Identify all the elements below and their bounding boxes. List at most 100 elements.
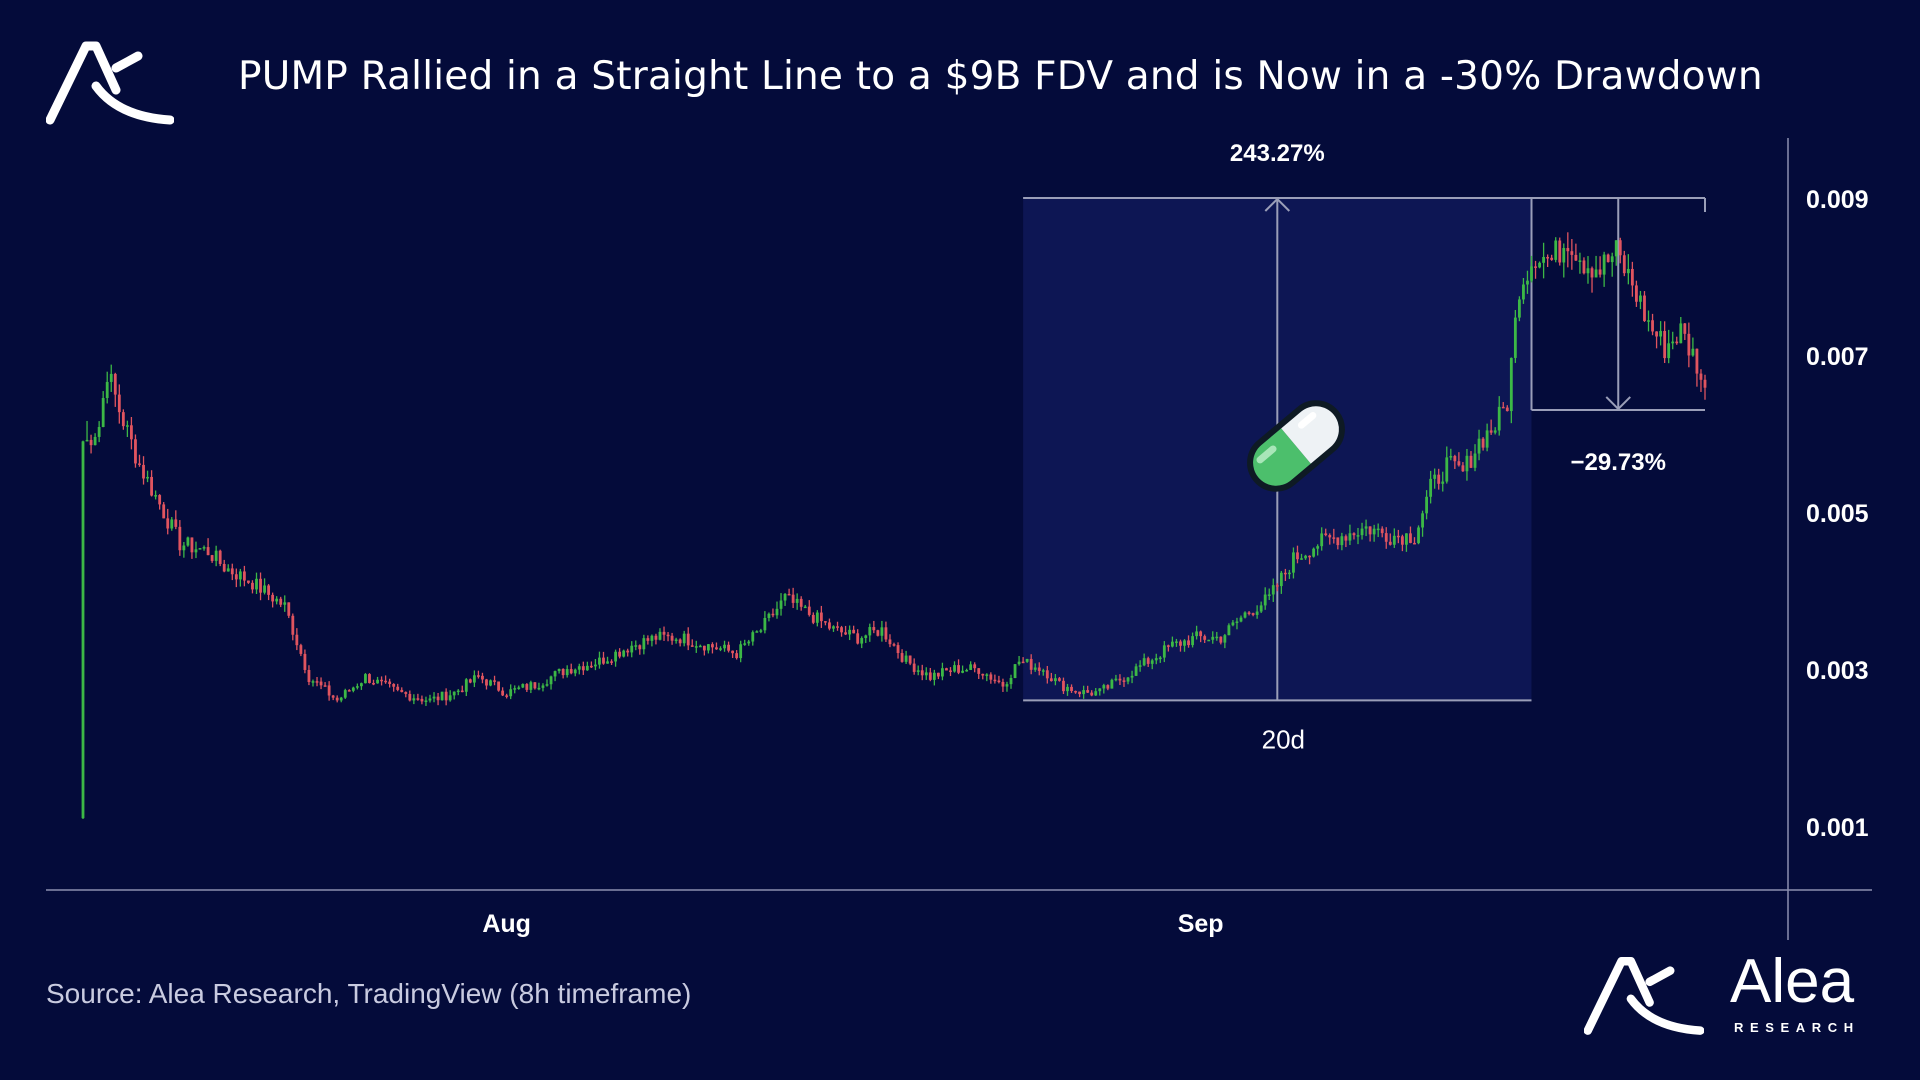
candle-body [327, 685, 331, 696]
candle-body [517, 687, 521, 689]
candle-body [1179, 641, 1182, 646]
candle-body [715, 647, 718, 650]
candle-body [989, 674, 993, 680]
candle-body [267, 585, 271, 595]
candle-body [1493, 430, 1497, 433]
candle-body [444, 691, 448, 701]
candle-body [969, 664, 973, 670]
brand-subtitle: RESEARCH [1734, 1020, 1860, 1035]
candle-body [1243, 612, 1247, 618]
candle-body [807, 606, 811, 615]
candle-body [501, 690, 505, 696]
candle-body [739, 644, 743, 659]
candle-body [485, 679, 488, 686]
candle-body [1546, 256, 1550, 259]
candle-body [690, 645, 694, 647]
candle-body [598, 657, 601, 665]
candle-body [711, 644, 714, 648]
candle-body [242, 571, 246, 581]
candle-body [432, 696, 436, 699]
candle-body [1663, 330, 1667, 359]
candle-body [775, 608, 779, 616]
candle-body [529, 682, 533, 690]
candle-body [448, 695, 452, 701]
candle-body [949, 670, 952, 672]
candle-body [585, 665, 589, 671]
candle-body [1166, 645, 1170, 647]
candle-body [666, 634, 670, 637]
candle-body [1481, 438, 1485, 448]
candle-body [836, 626, 839, 628]
candle-body [787, 593, 791, 596]
brand-name: Alea [1730, 947, 1855, 1016]
candle-body [686, 633, 690, 646]
candle-body [1699, 373, 1703, 380]
candle-body [1106, 685, 1110, 689]
candle-body [1477, 438, 1481, 454]
candle-body [1098, 688, 1102, 692]
candle-body [581, 666, 585, 671]
candle-body [823, 621, 827, 623]
candle-body [1062, 680, 1065, 692]
candle-body [307, 669, 311, 682]
candle-body [1497, 406, 1501, 431]
candle-body [1630, 268, 1634, 286]
candle-body [323, 685, 327, 687]
candle-body [545, 684, 549, 686]
candle-body [1009, 678, 1013, 685]
candle-body [1021, 661, 1025, 664]
candle-body [783, 593, 787, 601]
candle-body [1267, 594, 1271, 596]
y-tick-label: 0.005 [1806, 500, 1869, 528]
candle-body [594, 664, 597, 667]
candle-body [755, 631, 759, 633]
candle-body [226, 568, 230, 572]
candle-body [1392, 535, 1396, 545]
candle-body [702, 645, 706, 651]
rally-percent-label: 243.27% [1230, 140, 1325, 167]
candle-body [1162, 645, 1166, 658]
candle-body [85, 439, 89, 442]
candle-body [162, 504, 166, 519]
candle-body [1413, 542, 1416, 545]
candle-body [170, 519, 174, 529]
candle-body [1037, 667, 1041, 671]
candle-body [706, 644, 710, 651]
candle-body [1574, 254, 1578, 261]
candle-body [844, 632, 847, 635]
candle-body [1078, 691, 1082, 695]
candle-body [505, 695, 509, 697]
candle-body [251, 582, 254, 590]
candle-body [347, 690, 351, 692]
candle-body [912, 663, 916, 672]
candle-body [1239, 617, 1243, 622]
candle-body [376, 679, 379, 684]
candle-body [368, 674, 371, 683]
candle-body [1053, 678, 1057, 682]
candle-body [1485, 430, 1489, 448]
candle-body [97, 427, 101, 437]
candle-body [1279, 572, 1283, 587]
candle-body [1227, 625, 1231, 636]
candle-body [194, 549, 198, 553]
candle-body [1659, 330, 1663, 337]
candle-body [1513, 317, 1517, 358]
candle-body [815, 612, 819, 623]
candle-body [1445, 457, 1449, 482]
candle-body [190, 537, 194, 553]
candle-body [1522, 284, 1525, 300]
candles [81, 232, 1707, 820]
candle-body [1263, 594, 1267, 606]
candle-body [372, 682, 375, 685]
candle-body [965, 669, 969, 672]
y-tick-label: 0.009 [1806, 186, 1869, 214]
candle-body [1332, 537, 1336, 539]
candle-body [860, 638, 864, 644]
candle-body [1489, 430, 1493, 433]
candle-body [1558, 240, 1562, 263]
candle-body [1647, 320, 1650, 322]
candle-body [602, 657, 605, 664]
candle-body [936, 672, 940, 677]
candle-body [973, 664, 977, 669]
candle-body [1158, 657, 1162, 660]
